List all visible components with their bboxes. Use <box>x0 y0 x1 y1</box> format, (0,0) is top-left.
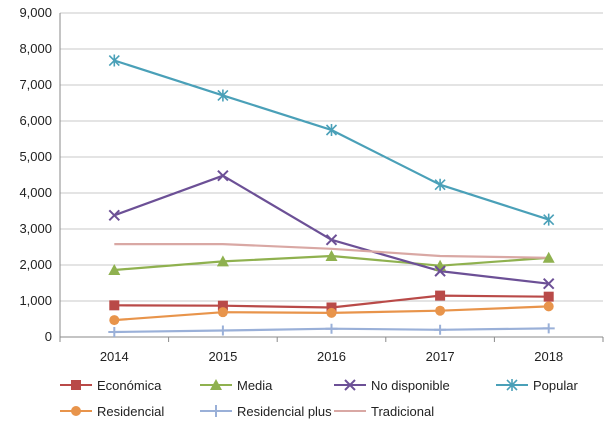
point-residencial-2015 <box>217 307 228 318</box>
x-tick-label-2018: 2018 <box>534 349 563 364</box>
point-residencial-plus-2017 <box>434 324 447 335</box>
y-tick-label-7: 7,000 <box>19 77 52 92</box>
series-line-no-disponible <box>113 174 549 285</box>
point-media-2016 <box>325 250 338 261</box>
legend-label-popular: Popular <box>533 377 578 393</box>
point-economica-2014 <box>109 300 120 311</box>
y-axis-tick-labels: 0 1,000 2,000 3,000 4,000 5,000 6,000 7,000 8,00… <box>19 5 52 344</box>
legend-label-residencial-plus: Residencial plus <box>237 403 332 419</box>
point-media-2014 <box>108 264 121 276</box>
point-residencial-plus-2015 <box>216 325 229 336</box>
y-tick-label-9: 9,000 <box>19 5 52 20</box>
y-tick-label-8: 8,000 <box>19 41 52 56</box>
legend-label-residencial: Residencial <box>97 403 165 419</box>
point-no-disponible-2018 <box>542 278 555 290</box>
x-tick-label-2016: 2016 <box>317 349 346 364</box>
legend-swatch-media <box>200 379 232 390</box>
legend-item-residencial-plus: Residencial plus <box>200 404 334 419</box>
point-no-disponible-2017 <box>434 265 446 277</box>
point-no-disponible-2015 <box>217 170 229 182</box>
legend: Económica Media No disponible Popular Re… <box>60 372 605 424</box>
point-residencial-2018 <box>543 301 554 312</box>
point-popular-2016 <box>325 124 338 136</box>
point-residencial-plus-2016 <box>325 323 338 334</box>
series-markers <box>108 54 555 337</box>
series-line-tradicional <box>114 243 549 259</box>
point-residencial-2017 <box>435 305 446 316</box>
legend-item-media: Media <box>200 378 334 393</box>
legend-row-1: Económica Media No disponible Popular <box>60 372 605 398</box>
point-popular-2017 <box>434 178 446 191</box>
x-axis-tick-labels: 2014 2015 2016 2017 2018 <box>100 349 563 364</box>
legend-swatch-popular <box>496 379 528 391</box>
y-tick-label-0: 0 <box>45 329 52 344</box>
point-no-disponible-2016 <box>325 234 338 246</box>
legend-label-media: Media <box>237 377 273 393</box>
point-media-2015 <box>216 255 229 267</box>
y-tick-label-2: 2,000 <box>19 257 52 272</box>
y-tick-label-6: 6,000 <box>19 113 52 128</box>
x-tick-label-2017: 2017 <box>426 349 455 364</box>
series-line-popular <box>113 59 550 221</box>
legend-swatch-residencial <box>60 406 92 416</box>
point-media-2018 <box>542 251 555 263</box>
y-tick-label-5: 5,000 <box>19 149 52 164</box>
y-tick-label-3: 3,000 <box>19 221 52 236</box>
gridlines <box>60 12 603 302</box>
point-popular-2014 <box>108 54 120 67</box>
axes <box>59 13 604 342</box>
legend-swatch-tradicional <box>334 410 366 412</box>
point-economica-2015 <box>217 300 228 311</box>
series-lines <box>113 59 550 334</box>
legend-item-residencial: Residencial <box>60 404 200 419</box>
line-chart: 0 1,000 2,000 3,000 4,000 5,000 6,000 7,000 8,00… <box>19 5 604 364</box>
legend-swatch-residencial-plus <box>200 405 232 417</box>
point-residencial-plus-2014 <box>108 326 121 337</box>
legend-item-popular: Popular <box>496 378 596 393</box>
point-no-disponible-2014 <box>108 209 121 222</box>
legend-item-economica: Económica <box>60 378 200 393</box>
legend-row-2: Residencial Residencial plus Tradicional <box>60 398 605 424</box>
point-popular-2015 <box>217 89 229 102</box>
point-popular-2018 <box>543 213 555 226</box>
point-residencial-2016 <box>326 307 337 318</box>
legend-label-economica: Económica <box>97 377 162 393</box>
point-economica-2018 <box>543 291 554 302</box>
y-tick-label-1: 1,000 <box>19 293 52 308</box>
y-tick-label-4: 4,000 <box>19 185 52 200</box>
legend-item-tradicional: Tradicional <box>334 404 496 419</box>
point-residencial-2014 <box>109 315 120 326</box>
legend-swatch-economica <box>60 380 92 390</box>
point-economica-2016 <box>326 302 337 313</box>
legend-label-no-disponible: No disponible <box>371 377 450 393</box>
legend-item-no-disponible: No disponible <box>334 378 496 393</box>
legend-swatch-no-disponible <box>334 379 366 391</box>
point-residencial-plus-2018 <box>542 323 555 334</box>
x-tick-label-2014: 2014 <box>100 349 129 364</box>
point-economica-2017 <box>435 290 446 301</box>
x-tick-label-2015: 2015 <box>208 349 237 364</box>
legend-label-tradicional: Tradicional <box>371 403 435 419</box>
